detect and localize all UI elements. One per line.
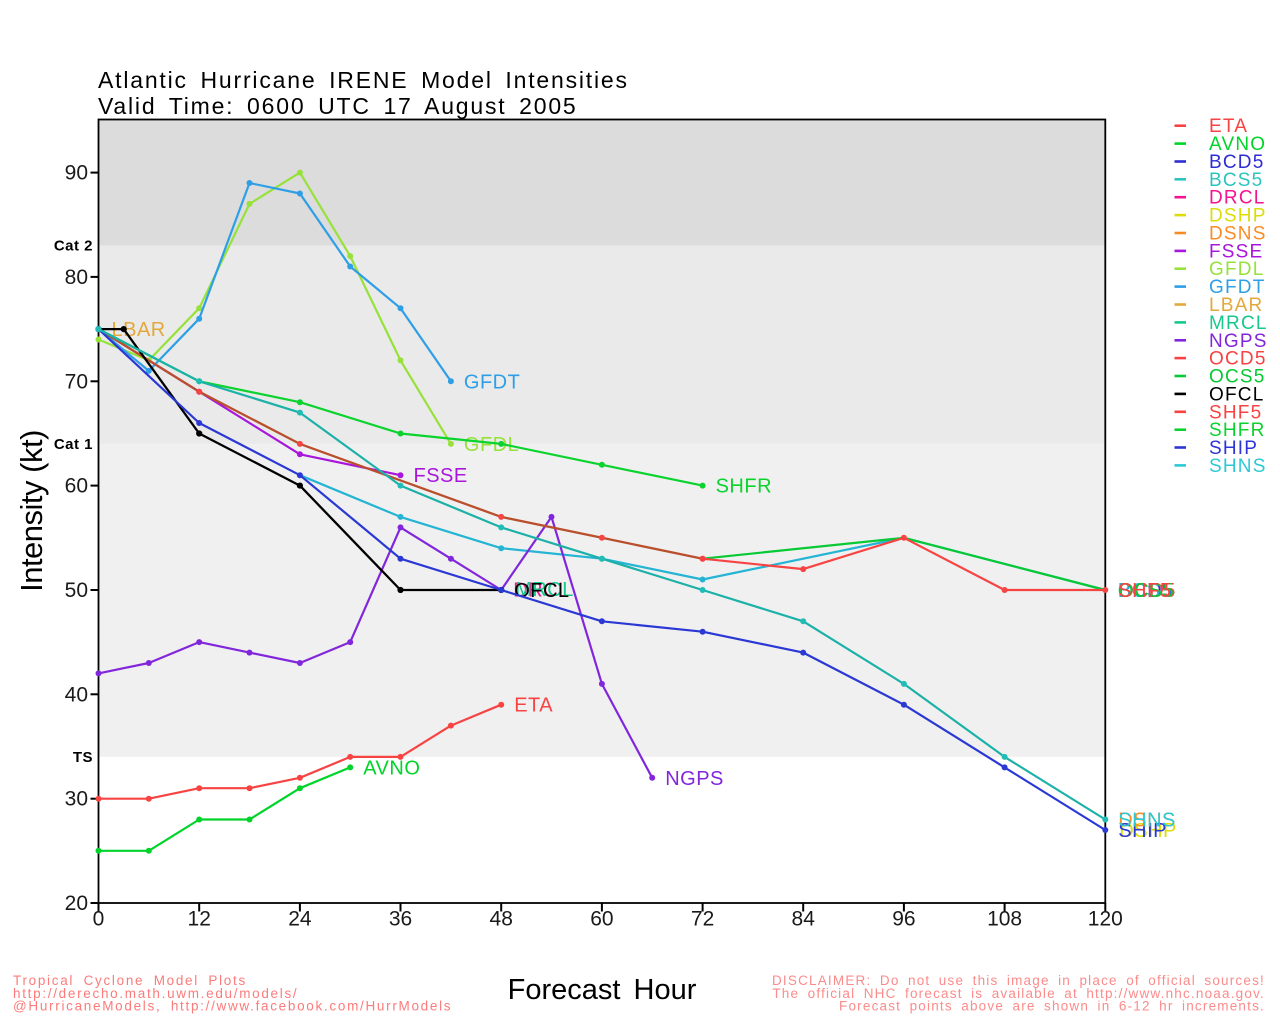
svg-text:@HurricaneModels, http://www.f: @HurricaneModels, http://www.facebook.co… (13, 999, 452, 1014)
svg-text:OCS5: OCS5 (1118, 580, 1174, 602)
svg-text:24: 24 (288, 908, 312, 931)
svg-text:DSNS: DSNS (1118, 810, 1176, 832)
svg-text:LBAR: LBAR (1209, 295, 1263, 316)
svg-text:40: 40 (65, 683, 88, 706)
svg-text:GFDL: GFDL (1209, 259, 1264, 280)
svg-text:AVNO: AVNO (1209, 134, 1266, 155)
svg-text:120: 120 (1088, 908, 1123, 931)
svg-text:36: 36 (389, 908, 412, 931)
svg-text:SHF5: SHF5 (1209, 402, 1262, 423)
svg-text:Cat 2: Cat 2 (54, 238, 93, 255)
svg-text:DSHP: DSHP (1209, 206, 1267, 227)
svg-text:AVNO: AVNO (363, 757, 420, 779)
svg-text:Atlantic Hurricane IRENE Model: Atlantic Hurricane IRENE Model Intensiti… (98, 67, 629, 93)
svg-text:108: 108 (987, 908, 1022, 931)
svg-text:ETA: ETA (1209, 116, 1248, 137)
svg-text:SHFR: SHFR (1209, 420, 1266, 441)
svg-text:OFCL: OFCL (514, 580, 569, 602)
svg-text:http://derecho.math.uwm.edu/mo: http://derecho.math.uwm.edu/models/ (13, 986, 298, 1001)
svg-text:BCS5: BCS5 (1209, 170, 1263, 191)
svg-text:SHNS: SHNS (1209, 456, 1267, 477)
svg-text:DSNS: DSNS (1209, 224, 1267, 245)
svg-text:BCD5: BCD5 (1209, 152, 1264, 173)
svg-text:30: 30 (65, 788, 88, 811)
svg-text:OCS5: OCS5 (1209, 367, 1266, 388)
svg-text:Valid Time: 0600 UTC 17 August: Valid Time: 0600 UTC 17 August 2005 (98, 93, 578, 119)
svg-text:96: 96 (892, 908, 915, 931)
svg-text:SHIP: SHIP (1209, 438, 1258, 459)
svg-text:SHFR: SHFR (716, 476, 772, 498)
svg-text:60: 60 (65, 475, 88, 498)
svg-text:OCD5: OCD5 (1118, 580, 1176, 602)
svg-text:FSSE: FSSE (414, 465, 468, 487)
svg-text:90: 90 (65, 162, 88, 185)
svg-text:70: 70 (65, 370, 88, 393)
svg-text:OCD5: OCD5 (1209, 349, 1267, 370)
svg-text:DRCL: DRCL (1209, 188, 1266, 209)
svg-text:60: 60 (590, 908, 613, 931)
svg-text:LBAR: LBAR (112, 319, 166, 341)
svg-text:NGPS: NGPS (665, 768, 724, 790)
svg-text:GFDT: GFDT (464, 371, 520, 393)
svg-text:BCS5: BCS5 (1118, 580, 1172, 602)
svg-text:12: 12 (188, 908, 211, 931)
svg-text:48: 48 (490, 908, 513, 931)
svg-text:TS: TS (73, 749, 93, 766)
svg-text:50: 50 (65, 579, 88, 602)
svg-text:80: 80 (65, 266, 88, 289)
svg-text:84: 84 (792, 908, 816, 931)
svg-text:GFDL: GFDL (464, 434, 519, 456)
svg-text:Cat 1: Cat 1 (54, 436, 93, 453)
svg-text:Intensity (kt): Intensity (kt) (14, 430, 49, 592)
svg-text:72: 72 (691, 908, 714, 931)
svg-text:DSHP: DSHP (1119, 820, 1177, 842)
svg-text:ETA: ETA (514, 695, 553, 717)
svg-text:OFCL: OFCL (1209, 384, 1264, 405)
svg-text:GFDT: GFDT (1209, 277, 1266, 298)
svg-text:DRCL: DRCL (513, 580, 569, 602)
svg-text:NGPS: NGPS (1209, 331, 1268, 352)
svg-text:Forecast Hour: Forecast Hour (508, 974, 697, 1006)
svg-text:Tropical Cyclone Model Plots: Tropical Cyclone Model Plots (13, 973, 247, 988)
svg-text:MRCL: MRCL (1209, 313, 1268, 334)
svg-text:Forecast points above are show: Forecast points above are shown in 6-12 … (839, 999, 1265, 1014)
svg-text:BCD5: BCD5 (1118, 580, 1173, 602)
svg-text:SHNS: SHNS (1118, 810, 1176, 832)
svg-text:SHIP: SHIP (1118, 820, 1167, 842)
svg-text:0: 0 (93, 908, 105, 931)
svg-text:SHF5: SHF5 (1118, 580, 1171, 602)
svg-text:The official NHC forecast is a: The official NHC forecast is available a… (772, 986, 1265, 1001)
svg-text:MRCL: MRCL (515, 579, 574, 601)
svg-text:FSSE: FSSE (1209, 241, 1263, 262)
svg-text:DISCLAIMER: Do not use this im: DISCLAIMER: Do not use this image in pla… (772, 973, 1265, 988)
svg-text:20: 20 (65, 892, 88, 915)
